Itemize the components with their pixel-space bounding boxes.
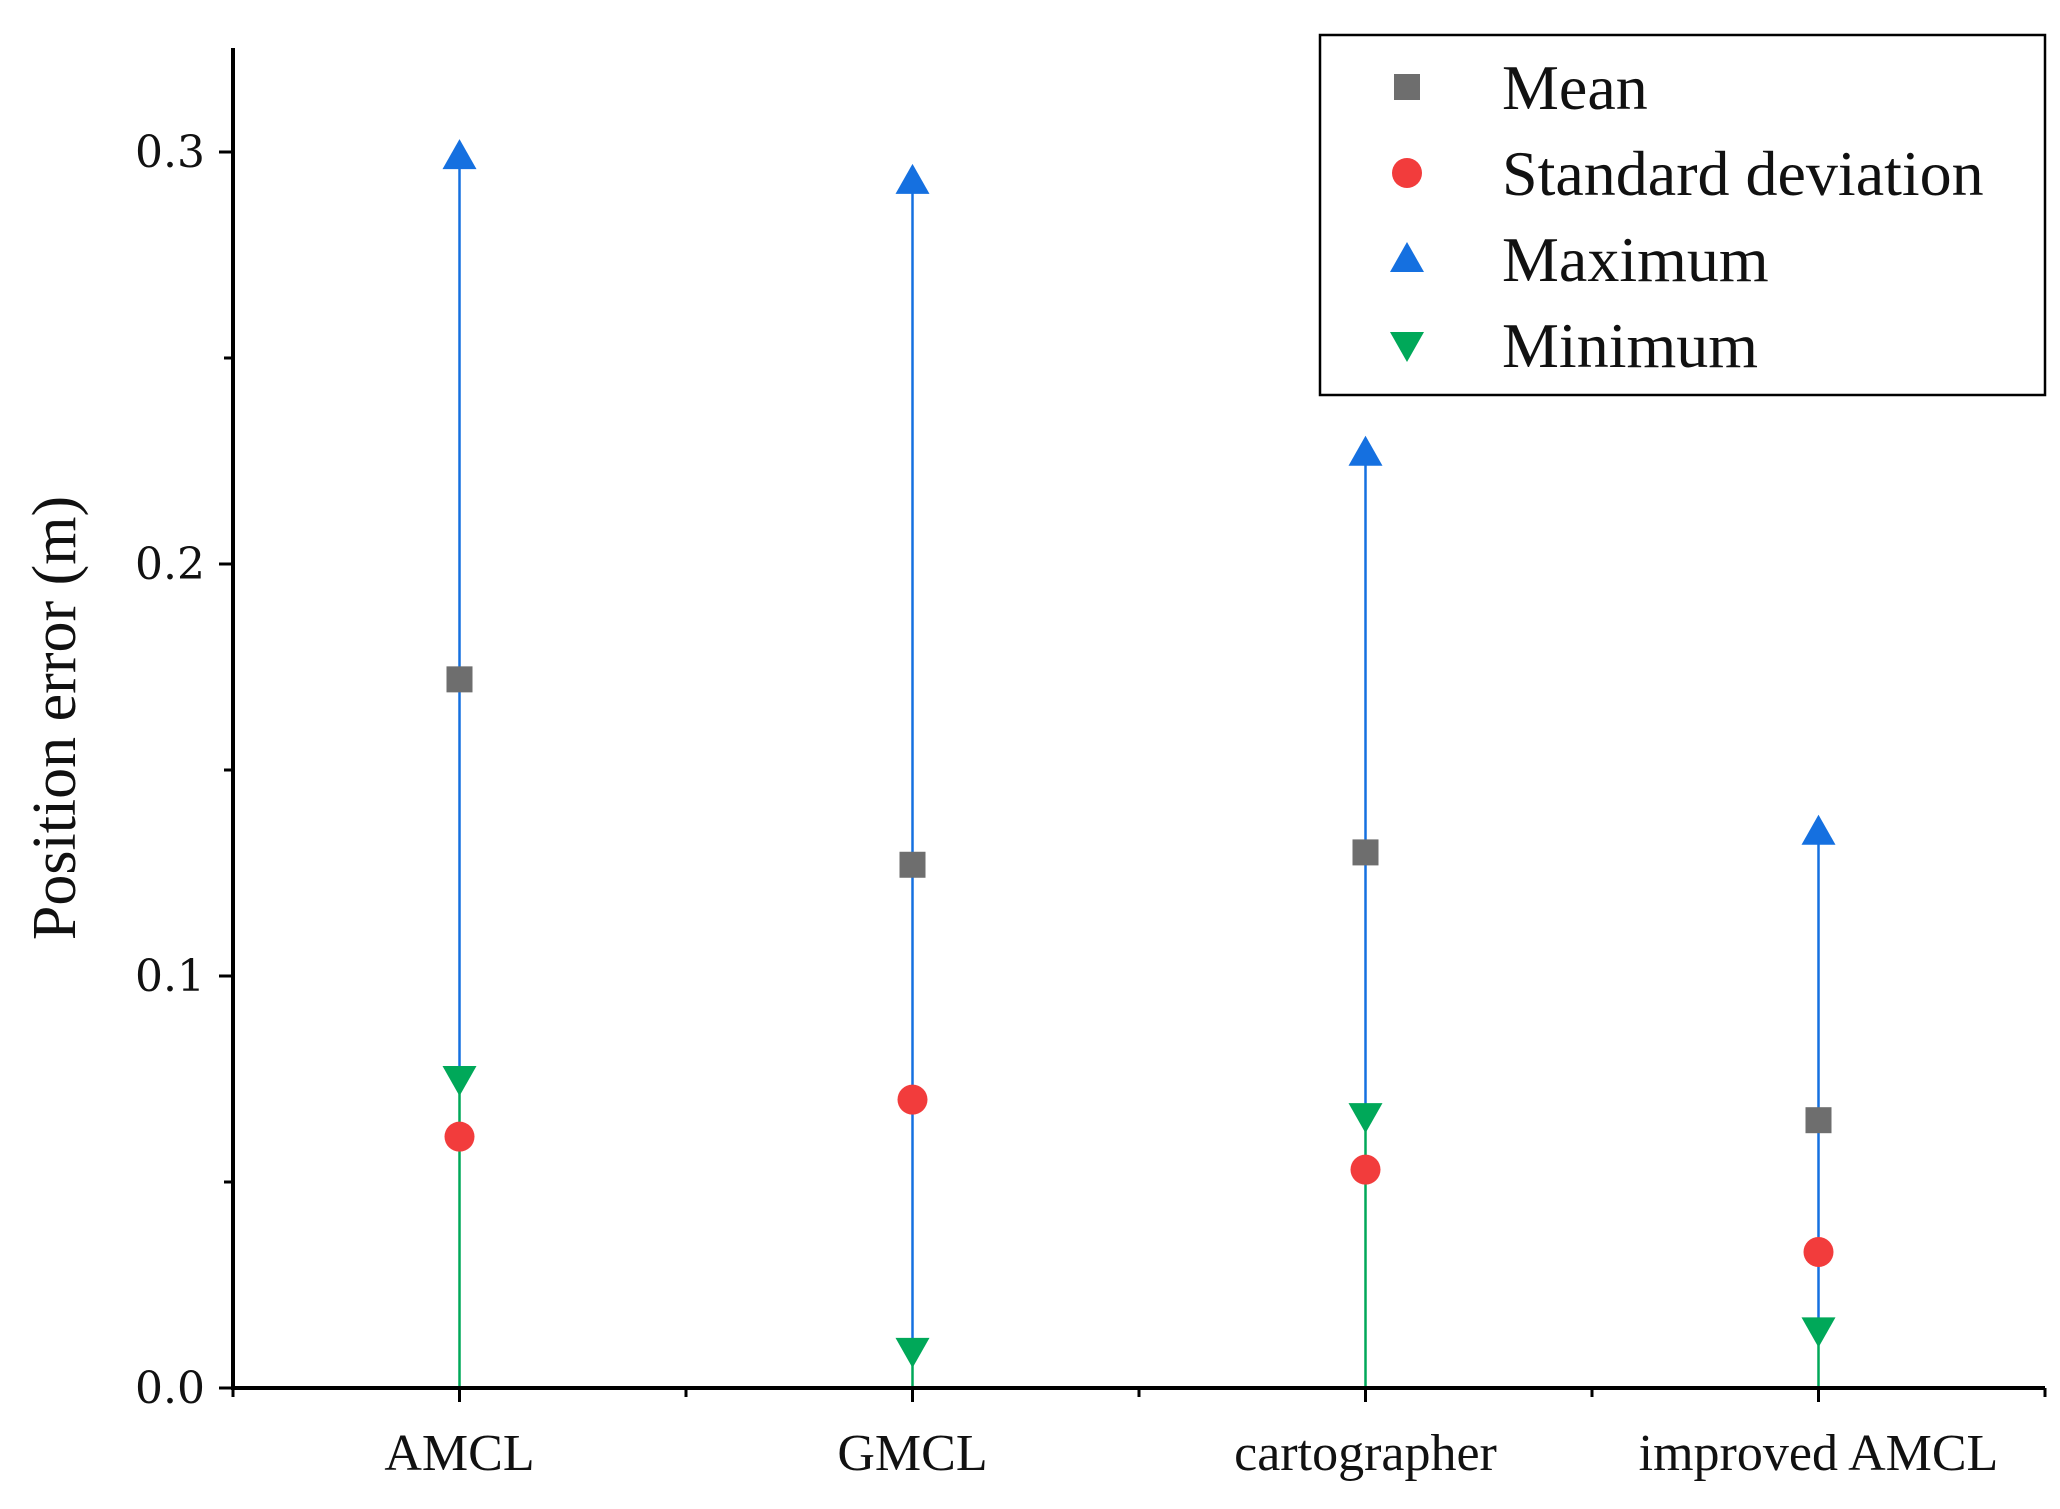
maximum-marker — [442, 139, 477, 170]
y-ticks: 0.0 0.1 0.2 0.3 — [135, 127, 233, 1414]
y-axis-title: Position error (m) — [21, 496, 89, 940]
legend-maximum-icon — [1390, 242, 1424, 272]
minimum-marker — [1348, 1103, 1383, 1134]
x-category-label: AMCL — [384, 1425, 534, 1482]
mean-marker — [1352, 839, 1379, 866]
y-tick-label: 0.1 — [135, 951, 205, 1002]
legend-standard-deviation-icon — [1392, 158, 1422, 188]
standard-deviation-marker — [1803, 1237, 1834, 1268]
mean-marker — [1805, 1107, 1832, 1134]
legend-mean-icon — [1394, 74, 1420, 100]
y-tick-label: 0.3 — [135, 127, 205, 178]
maximum-marker — [1348, 435, 1383, 466]
maximum-marker — [895, 163, 930, 194]
maximum-marker — [1801, 814, 1836, 845]
legend-maximum-label: Maximum — [1502, 224, 1769, 295]
markers — [442, 139, 1836, 1368]
legend-standard-deviation-label: Standard deviation — [1502, 138, 1984, 209]
y-tick-label: 0.2 — [135, 539, 205, 590]
legend-box — [1318, 33, 2047, 397]
legend-minimum-icon — [1390, 332, 1424, 362]
legend: Mean Standard deviation Maximum Minimum — [1318, 33, 2047, 397]
standard-deviation-marker — [444, 1121, 475, 1152]
standard-deviation-marker — [1350, 1154, 1381, 1185]
x-category-label: GMCL — [837, 1425, 987, 1482]
x-category-label: cartographer — [1234, 1425, 1497, 1482]
y-tick-label: 0.0 — [135, 1363, 205, 1414]
minimum-marker — [1801, 1317, 1836, 1348]
x-category-label: improved AMCL — [1639, 1425, 1999, 1482]
legend-minimum-label: Minimum — [1502, 310, 1758, 381]
mean-marker — [899, 851, 926, 878]
x-ticks: AMCL GMCL cartographer improved AMCL — [231, 1388, 2047, 1482]
minimum-marker — [895, 1337, 930, 1368]
mean-marker — [446, 666, 473, 693]
minimum-marker — [442, 1066, 477, 1096]
standard-deviation-marker — [897, 1084, 928, 1115]
legend-mean-label: Mean — [1502, 52, 1648, 123]
